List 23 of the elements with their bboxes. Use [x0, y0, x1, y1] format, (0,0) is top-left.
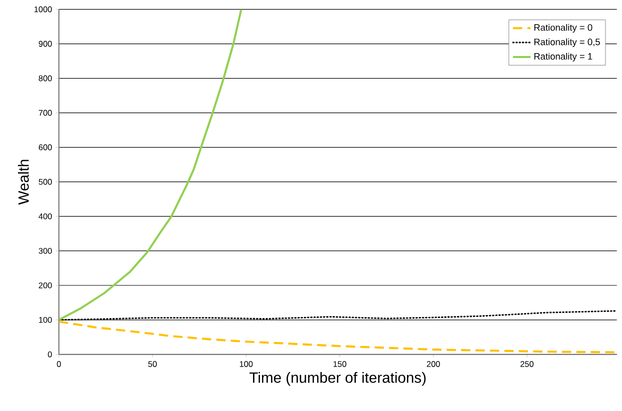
y-tick-label: 400	[38, 213, 52, 220]
y-tick-label: 900	[38, 40, 52, 47]
x-tick-label: 150	[334, 361, 346, 367]
x-tick-label: 200	[426, 361, 440, 367]
y-tick-label: 100	[39, 316, 52, 323]
y-tick-label: 600	[38, 144, 52, 150]
x-tick-label: 250	[520, 361, 534, 367]
x-tick-label: 100	[240, 361, 253, 367]
legend-label: Rationality = 0,5	[534, 38, 600, 47]
y-tick-label: 500	[38, 178, 52, 185]
y-tick-label: 800	[38, 75, 52, 82]
y-tick-label: 0	[48, 351, 52, 358]
x-tick-label: 50	[148, 361, 157, 367]
x-axis-title: Time (number of iterations)	[250, 372, 426, 386]
y-tick-label: 1000	[34, 6, 52, 12]
y-tick-label: 300	[38, 248, 52, 254]
y-axis-title: Wealth	[18, 160, 29, 205]
y-tick-label: 200	[38, 282, 52, 288]
y-tick-label: 700	[38, 110, 52, 116]
legend-label: Rationality = 0	[534, 24, 592, 32]
legend-label: Rationality = 1	[534, 52, 592, 62]
x-tick-label: 0	[56, 361, 61, 367]
line-series	[58, 9, 242, 321]
